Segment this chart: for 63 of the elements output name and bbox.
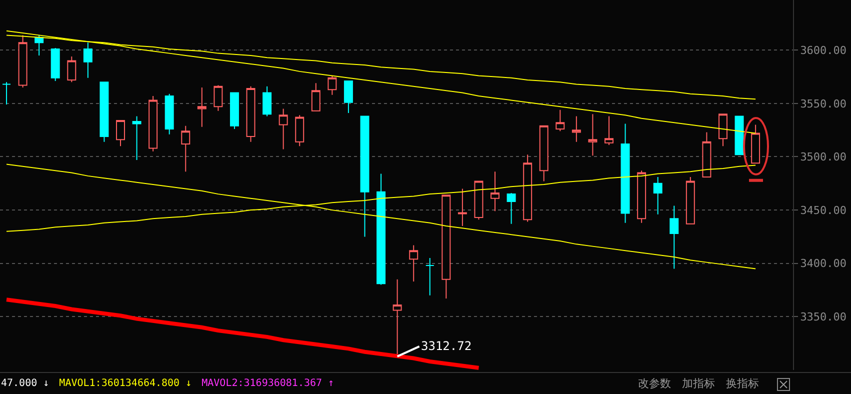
candlestick: [295, 114, 304, 147]
candlestick: [702, 132, 712, 178]
text: 47.000 ↓: [1, 377, 50, 391]
candlestick: [83, 42, 92, 78]
y-tick-label: 3450.00: [800, 204, 847, 217]
candlestick: [328, 75, 337, 96]
candlestick: [523, 154, 532, 222]
annotation: 3312.72: [421, 339, 472, 353]
candlestick: [620, 123, 630, 224]
candlestick: [751, 124, 760, 164]
candlestick: [116, 120, 125, 147]
candlestick: [2, 82, 11, 105]
candlestick: [360, 116, 370, 238]
candlestick: [246, 86, 256, 142]
text: 加指标: [682, 376, 715, 392]
line-series: [6, 164, 756, 270]
candlestick: [556, 109, 565, 132]
candlestick: [474, 180, 484, 220]
y-tick-label: 3400.00: [800, 257, 847, 270]
candlestick: [409, 244, 418, 282]
candlestick: [197, 86, 206, 128]
candlestick: [572, 116, 581, 142]
text: MAVOL1:360134664.800 ↓: [59, 377, 192, 391]
y-tick-label: 3600.00: [800, 44, 847, 57]
candlestick: [344, 80, 353, 114]
candlestick: [392, 278, 402, 357]
candlestick: [34, 34, 44, 56]
candlestick: [278, 108, 288, 150]
candlestick: [148, 95, 158, 152]
line-series: [6, 30, 756, 134]
candlestick: [588, 114, 598, 156]
candlestick: [50, 47, 60, 82]
y-tick-label: 3550.00: [800, 97, 847, 110]
candlestick: [490, 171, 500, 212]
candlestick: [311, 82, 320, 112]
candlestick: [230, 92, 239, 130]
candlestick: [734, 116, 744, 156]
candlestick: [132, 116, 142, 160]
candlestick: [653, 176, 662, 215]
candlestick: [604, 116, 614, 146]
y-tick-label: 3500.00: [800, 150, 847, 164]
candlestick: [718, 114, 728, 147]
text: 改参数: [638, 376, 671, 392]
candlestick: [686, 176, 695, 224]
candlestick: [425, 258, 434, 296]
y-tick-label: 3350.00: [800, 310, 847, 324]
candlestick: [506, 192, 516, 224]
candlestick: [458, 188, 467, 227]
line-series: [4, 298, 481, 370]
candlestick: [181, 125, 190, 172]
text: MAVOL2:316936081.367 ↑: [202, 377, 334, 391]
candlestick: [376, 173, 386, 286]
candlestick: [100, 82, 109, 142]
candlestick: [18, 34, 28, 88]
candlestick: [637, 170, 646, 224]
candlestick: [442, 194, 451, 300]
candlestick: [262, 86, 272, 117]
candlestick: [670, 205, 679, 270]
candlestick: [164, 93, 174, 135]
candlestick: [214, 84, 223, 112]
candlestick: [539, 125, 548, 182]
candlestick: [67, 56, 76, 83]
text: 换指标: [726, 376, 759, 392]
